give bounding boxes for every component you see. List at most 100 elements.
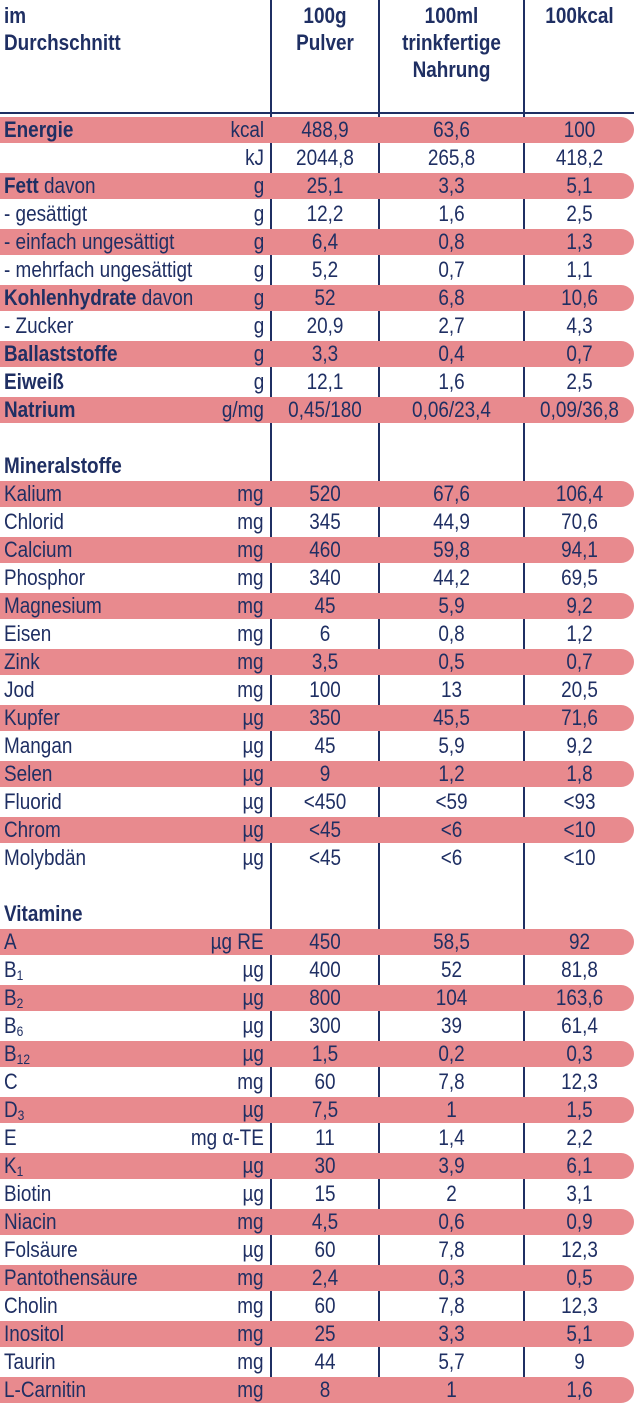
row-label: A — [4, 929, 17, 954]
value-per-100ml: 52 — [440, 957, 463, 982]
value-per-100g: 12,1 — [306, 369, 344, 394]
value-per-100ml: 39 — [440, 1013, 463, 1038]
value-per-100ml: 6,8 — [438, 285, 465, 310]
value-per-100kcal: 70,6 — [561, 509, 598, 534]
row-label: Magnesium — [4, 593, 102, 618]
row-unit: µg — [242, 817, 264, 842]
row-label: - gesättigt — [4, 201, 88, 226]
row-label: Niacin — [4, 1209, 57, 1234]
row-unit: µg — [242, 1153, 264, 1178]
value-per-100g: 8 — [319, 1377, 331, 1402]
row-unit: g — [253, 201, 264, 226]
row-label: E — [4, 1125, 17, 1150]
row-highlight — [0, 1209, 634, 1235]
row-unit: g — [253, 257, 264, 282]
row-label: Inositol — [4, 1321, 64, 1346]
row-label: Energie — [4, 116, 73, 143]
value-per-100g: 3,5 — [311, 649, 339, 674]
row-label: Kupfer — [4, 705, 60, 730]
value-per-100kcal: 6,1 — [566, 1153, 593, 1178]
value-per-100ml: 44,2 — [433, 565, 470, 590]
value-per-100kcal: 12,3 — [561, 1293, 598, 1318]
value-per-100ml: <6 — [440, 817, 463, 842]
value-per-100kcal: 1,8 — [566, 761, 593, 786]
row-label: C — [4, 1069, 18, 1094]
row-label: Molybdän — [4, 845, 87, 870]
row-label: Mangan — [4, 733, 73, 758]
value-per-100kcal: 20,5 — [561, 677, 598, 702]
row-label-bold: Ballaststoffe — [4, 341, 118, 366]
value-per-100g: 7,5 — [311, 1097, 339, 1122]
row-label: B6 — [4, 1013, 24, 1039]
value-per-100g: 6,4 — [311, 229, 339, 254]
value-per-100g: 345 — [309, 509, 341, 534]
row-highlight — [0, 397, 634, 423]
value-per-100kcal: 81,8 — [561, 957, 598, 982]
row-label: D3 — [4, 1097, 25, 1123]
value-per-100g: 2,4 — [311, 1265, 339, 1290]
value-per-100g: 6 — [319, 621, 331, 646]
table-row: B1 µg 400 52 81,8 — [0, 956, 634, 983]
value-per-100kcal: 1,6 — [566, 1377, 593, 1402]
row-label-bold: Eiweiß — [4, 369, 64, 394]
value-per-100g: 488,9 — [301, 117, 349, 142]
value-per-100g: 350 — [309, 705, 341, 730]
table-row: Eisen mg 6 0,8 1,2 — [0, 620, 634, 647]
table-row: Chrom µg <45 <6 <10 — [0, 816, 634, 843]
value-per-100g: <45 — [308, 845, 342, 870]
row-label-subscript: 3 — [17, 1107, 25, 1123]
value-per-100ml: 44,9 — [433, 509, 470, 534]
row-highlight — [0, 761, 634, 787]
row-label: Cholin — [4, 1293, 58, 1318]
row-label: Kalium — [4, 481, 62, 506]
row-highlight — [0, 1377, 634, 1403]
row-unit: mg — [237, 565, 264, 590]
row-label: Phosphor — [4, 565, 86, 590]
table-row: K1 µg 30 3,9 6,1 — [0, 1152, 634, 1179]
table-row: Biotin µg 15 2 3,1 — [0, 1180, 634, 1207]
value-per-100kcal: 163,6 — [555, 985, 604, 1010]
value-per-100g: 0,45/180 — [288, 397, 362, 422]
row-unit: mg — [237, 509, 264, 534]
table-row: Folsäure µg 60 7,8 12,3 — [0, 1236, 634, 1263]
value-per-100g: 460 — [309, 537, 341, 562]
value-per-100ml: <59 — [435, 789, 468, 814]
row-label: Zink — [4, 649, 40, 674]
value-per-100g: 1,5 — [311, 1041, 339, 1066]
table-row: Niacin mg 4,5 0,6 0,9 — [0, 1208, 634, 1235]
value-per-100ml: 265,8 — [427, 145, 476, 170]
value-per-100kcal: 0,9 — [566, 1209, 593, 1234]
value-per-100g: 400 — [309, 957, 341, 982]
row-unit: µg RE — [211, 929, 264, 954]
value-per-100ml: 45,5 — [433, 705, 470, 730]
value-per-100kcal: 9,2 — [566, 733, 593, 758]
value-per-100ml: 59,8 — [433, 537, 470, 562]
value-per-100g: 25,1 — [306, 173, 344, 198]
table-row: Zink mg 3,5 0,5 0,7 — [0, 648, 634, 675]
value-per-100kcal: 12,3 — [561, 1237, 598, 1262]
table-row: Chlorid mg 345 44,9 70,6 — [0, 508, 634, 535]
value-per-100kcal: 2,2 — [566, 1125, 593, 1150]
row-unit: µg — [242, 761, 264, 786]
value-per-100g: <450 — [303, 789, 347, 814]
table-row: D3 µg 7,5 1 1,5 — [0, 1096, 634, 1123]
table-row: - gesättigt g 12,2 1,6 2,5 — [0, 200, 634, 227]
value-per-100g: 44 — [314, 1349, 336, 1374]
row-highlight — [0, 229, 634, 255]
row-unit: mg — [237, 537, 264, 562]
row-unit: mg — [237, 1321, 264, 1346]
row-unit: µg — [242, 1041, 264, 1066]
value-per-100g: 60 — [314, 1293, 336, 1318]
value-per-100kcal: 106,4 — [555, 481, 604, 506]
row-label: Pantothensäure — [4, 1265, 138, 1290]
value-per-100kcal: 418,2 — [555, 145, 604, 170]
row-label: L-Carnitin — [4, 1377, 87, 1402]
value-per-100kcal: 2,5 — [566, 369, 593, 394]
row-unit: kcal — [230, 117, 264, 142]
value-per-100g: 45 — [314, 733, 336, 758]
row-label: Folsäure — [4, 1237, 78, 1262]
row-unit: g/mg — [221, 397, 264, 422]
row-highlight — [0, 1041, 634, 1067]
row-unit: µg — [242, 1181, 264, 1206]
value-per-100ml: 1,4 — [438, 1125, 465, 1150]
